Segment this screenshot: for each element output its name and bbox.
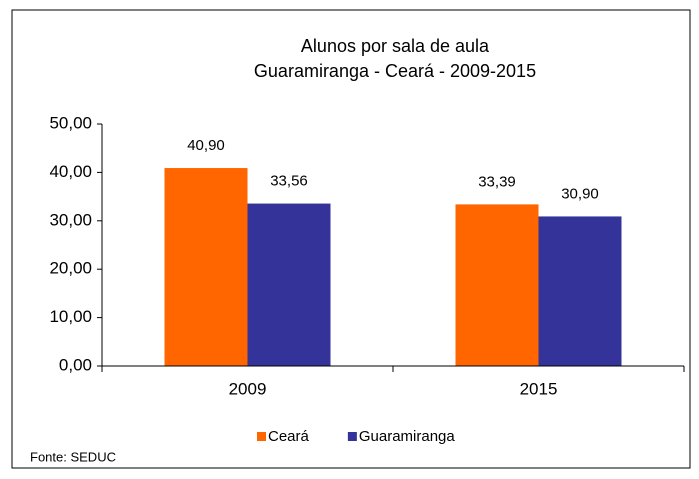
x-tick-label: 2015 [520,379,558,398]
source-note: Fonte: SEDUC [30,449,116,464]
bar [538,216,622,366]
value-label: 40,90 [187,137,225,154]
x-tick-label: 2009 [229,379,267,398]
value-label: 33,39 [478,173,516,190]
y-tick-label: 30,00 [49,210,92,229]
chart-subtitle: Guaramiranga - Ceará - 2009-2015 [254,61,536,81]
legend-swatch [347,432,357,441]
bar [455,204,539,366]
bar [164,168,248,366]
y-tick-label: 50,00 [49,113,92,132]
y-tick-label: 40,00 [49,162,92,181]
legend-label: Guaramiranga [359,428,456,445]
value-label: 33,56 [270,173,308,190]
value-label: 30,90 [561,185,599,202]
chart-title: Alunos por sala de aula [301,36,490,56]
bar [247,203,331,366]
y-tick-label: 20,00 [49,259,92,278]
y-tick-label: 0,00 [59,355,92,374]
y-tick-label: 10,00 [49,307,92,326]
legend-label: Ceará [268,428,310,445]
legend-swatch [257,432,266,441]
